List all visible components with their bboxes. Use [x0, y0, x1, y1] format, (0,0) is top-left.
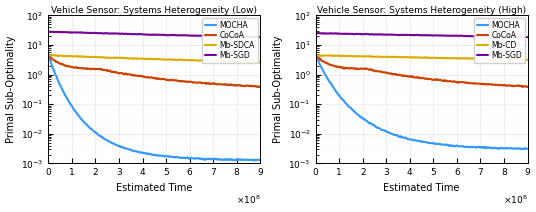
Line: Mb-CD: Mb-CD	[316, 55, 527, 60]
CoCoA	[524, 86, 530, 88]
Mb-SGD	[174, 34, 181, 36]
Line: MOCHA: MOCHA	[48, 55, 260, 160]
MOCHA	[473, 146, 480, 149]
X-axis label: Estimated Time: Estimated Time	[383, 183, 460, 193]
Line: Mb-SGD: Mb-SGD	[316, 33, 527, 37]
MOCHA	[325, 79, 332, 82]
Title: Vehicle Sensor: Systems Heterogeneity (High): Vehicle Sensor: Systems Heterogeneity (H…	[317, 6, 526, 15]
CoCoA	[174, 79, 180, 82]
MOCHA	[524, 148, 531, 150]
MOCHA	[441, 143, 448, 146]
Line: Mb-SGD: Mb-SGD	[48, 32, 260, 37]
Mb-SGD	[441, 34, 448, 37]
MOCHA	[495, 147, 501, 150]
CoCoA	[524, 85, 531, 88]
Mb-SDCA	[228, 60, 234, 63]
Line: CoCoA: CoCoA	[316, 55, 527, 87]
Mb-SGD	[181, 34, 187, 37]
CoCoA	[206, 82, 212, 85]
Mb-SDCA	[168, 58, 175, 61]
Legend: MOCHA, CoCoA, Mb-SDCA, Mb-SGD: MOCHA, CoCoA, Mb-SDCA, Mb-SGD	[202, 18, 258, 63]
MOCHA	[257, 159, 264, 161]
Mb-SGD	[524, 36, 531, 38]
Text: $\times10^{8}$: $\times10^{8}$	[503, 194, 527, 206]
Legend: MOCHA, CoCoA, Mb-CD, Mb-SGD: MOCHA, CoCoA, Mb-CD, Mb-SGD	[474, 18, 525, 63]
Mb-SGD	[312, 32, 319, 35]
Mb-SGD	[326, 32, 332, 35]
Y-axis label: Primal Sub-Optimality: Primal Sub-Optimality	[273, 36, 283, 143]
MOCHA	[174, 156, 180, 158]
CoCoA	[448, 80, 454, 82]
CoCoA	[58, 63, 64, 65]
MOCHA	[518, 148, 525, 151]
Mb-SDCA	[46, 54, 52, 56]
Mb-SGD	[315, 32, 322, 34]
Mb-SDCA	[206, 60, 213, 62]
Mb-CD	[495, 58, 501, 60]
MOCHA	[228, 159, 234, 161]
CoCoA	[180, 80, 187, 82]
Line: MOCHA: MOCHA	[316, 56, 527, 149]
MOCHA	[435, 143, 442, 145]
Mb-CD	[325, 54, 332, 57]
Mb-CD	[441, 57, 448, 59]
MOCHA	[312, 54, 319, 57]
Mb-SGD	[524, 36, 530, 39]
Line: CoCoA: CoCoA	[48, 55, 260, 87]
Mb-SDCA	[174, 59, 181, 61]
Mb-SGD	[473, 35, 480, 37]
Mb-SDCA	[58, 54, 65, 57]
Mb-SGD	[45, 31, 51, 33]
MOCHA	[448, 144, 454, 147]
Mb-SGD	[255, 36, 262, 39]
CoCoA	[168, 79, 175, 81]
MOCHA	[168, 155, 175, 158]
CoCoA	[228, 84, 234, 86]
CoCoA	[435, 79, 442, 81]
CoCoA	[45, 54, 51, 57]
Mb-CD	[524, 58, 531, 61]
Mb-CD	[524, 59, 531, 61]
Mb-CD	[473, 58, 480, 60]
MOCHA	[251, 159, 258, 162]
Text: $\times10^{8}$: $\times10^{8}$	[236, 194, 260, 206]
Mb-SGD	[206, 35, 213, 37]
Mb-SGD	[168, 34, 175, 36]
Mb-SGD	[448, 34, 454, 37]
Mb-SGD	[436, 34, 442, 37]
MOCHA	[180, 157, 187, 159]
Mb-SDCA	[181, 59, 187, 61]
Mb-CD	[312, 54, 319, 56]
X-axis label: Estimated Time: Estimated Time	[116, 183, 192, 193]
MOCHA	[206, 158, 212, 160]
CoCoA	[441, 79, 448, 82]
CoCoA	[473, 82, 480, 85]
Line: Mb-SDCA: Mb-SDCA	[48, 55, 260, 63]
Y-axis label: Primal Sub-Optimality: Primal Sub-Optimality	[5, 36, 16, 143]
Mb-SGD	[58, 31, 65, 33]
Mb-CD	[448, 57, 454, 60]
Mb-SGD	[257, 36, 264, 38]
MOCHA	[45, 54, 51, 56]
CoCoA	[325, 63, 332, 65]
Mb-SDCA	[45, 54, 51, 57]
CoCoA	[312, 54, 319, 56]
Mb-SDCA	[257, 61, 264, 64]
Title: Vehicle Sensor: Systems Heterogeneity (Low): Vehicle Sensor: Systems Heterogeneity (L…	[51, 6, 257, 15]
Mb-SGD	[495, 35, 502, 38]
Mb-SGD	[228, 35, 234, 38]
Mb-SDCA	[256, 61, 263, 64]
CoCoA	[257, 86, 264, 88]
Mb-CD	[435, 57, 442, 59]
Mb-SGD	[48, 30, 55, 33]
CoCoA	[495, 84, 501, 86]
MOCHA	[58, 86, 64, 89]
